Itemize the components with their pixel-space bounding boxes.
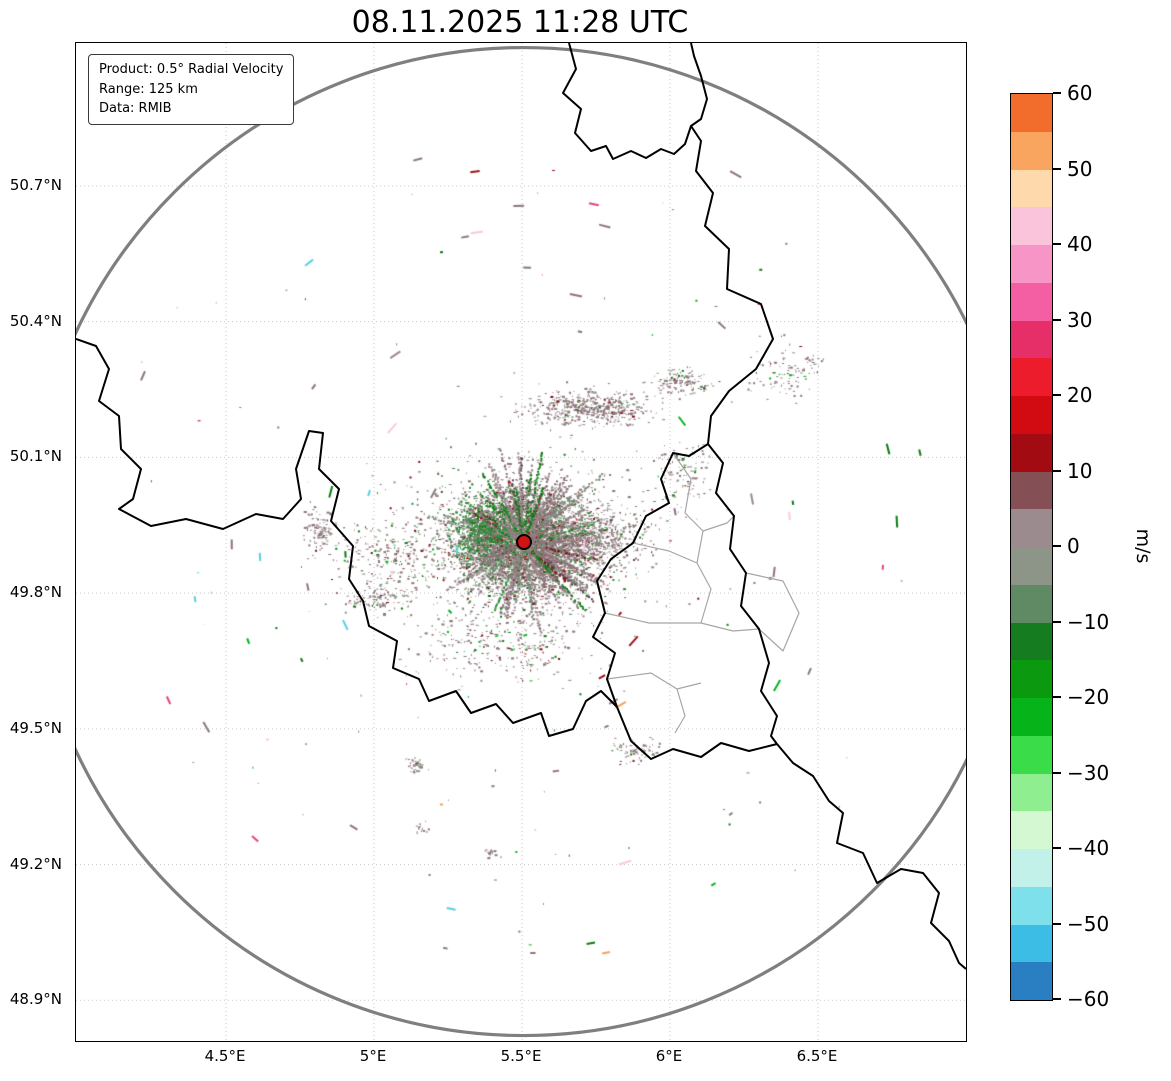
colorbar-tick-label: −40 [1067,836,1110,860]
colorbar-tick-label: 60 [1067,81,1093,105]
colorbar-segment [1011,584,1052,623]
colorbar-tick [1053,318,1061,321]
colorbar-tick-label: 20 [1067,383,1093,407]
colorbar-segment [1011,509,1052,547]
x-tick-label: 4.5°E [204,1047,246,1065]
colorbar-tick-label: 0 [1067,534,1080,558]
border-lu-de [707,443,778,745]
y-tick-label: 49.2°N [9,854,62,873]
colorbar-tick [1053,620,1061,623]
colorbar-tick [1053,771,1061,774]
colorbar-tick [1053,545,1061,547]
colorbar-tick-label: −20 [1067,685,1110,709]
colorbar-segment [1011,886,1052,925]
colorbar [1010,93,1053,1001]
colorbar-tick-label: −30 [1067,760,1110,785]
colorbar-segment [1011,245,1052,283]
product-info-box: Product: 0.5° Radial Velocity Range: 125… [88,54,295,125]
colorbar-tick [1053,696,1061,698]
colorbar-segment [1011,849,1052,887]
colorbar-segment [1011,698,1052,736]
colorbar-segment [1011,660,1052,698]
colorbar-tick-label: −50 [1067,911,1110,936]
colorbar-segment [1011,735,1052,774]
colorbar-segment [1011,924,1052,963]
border-be-de [690,125,774,445]
colorbar-tick [1053,394,1061,396]
colorbar-segment [1011,282,1052,321]
colorbar-segment [1011,131,1052,170]
y-tick-label: 50.1°N [9,447,62,466]
border-be-fr [76,338,618,737]
canton-border [700,622,760,632]
y-tick-label: 48.9°N [9,990,62,1009]
y-tick-label: 49.5°N [9,718,62,737]
colorbar-tick [1053,92,1061,94]
colorbar-tick-label: −10 [1067,609,1110,634]
colorbar-tick-label: −60 [1067,987,1110,1011]
x-tick-label: 6°E [655,1047,683,1065]
info-product: Product: 0.5° Radial Velocity [99,62,284,77]
border-lu-fr [616,706,778,760]
border-be-lu [592,443,709,708]
figure-title: 08.11.2025 11:28 UTC [351,5,689,40]
y-tick-label: 50.7°N [9,175,62,194]
canton-border [674,688,686,734]
x-tick-label: 6.5°E [796,1047,838,1065]
x-tick-label: 5.5°E [500,1047,542,1065]
colorbar-segment [1011,622,1052,661]
canton-border [745,572,800,652]
colorbar-tick [1053,167,1061,170]
colorbar-tick [1053,998,1061,1000]
colorbar-segment [1011,94,1052,132]
canton-border [672,452,704,532]
longitude-axis: 4.5°E 5°E 5.5°E 6°E 6.5°E [75,1047,965,1071]
map-borders-layer [76,43,966,970]
border-nl-be-de-north [562,43,708,160]
colorbar-segment [1011,811,1052,849]
colorbar-segment [1011,320,1052,359]
latitude-axis: 50.7°N 50.4°N 50.1°N 49.8°N 49.5°N 49.2°N 48.9… [0,42,68,1040]
colorbar-segment [1011,207,1052,245]
colorbar-segment [1011,547,1052,585]
info-range: Range: 125 km [99,81,198,97]
canton-border [632,542,698,564]
info-data-source: Data: RMIB [99,101,172,116]
colorbar-tick-label: 30 [1067,307,1093,332]
colorbar-tick [1053,922,1061,925]
canton-border [604,612,701,624]
y-tick-label: 49.8°N [9,583,62,602]
y-tick-label: 50.4°N [9,311,62,330]
colorbar-unit-label: m/s [1132,528,1154,564]
colorbar-segment [1011,169,1052,208]
colorbar-segment [1011,433,1052,472]
country-borders [76,43,966,970]
colorbar-tick-label: 50 [1067,156,1093,181]
colorbar-tick-label: 40 [1067,232,1093,256]
canton-border [702,515,735,532]
canton-border [696,530,712,624]
colorbar-segment [1011,773,1052,812]
colorbar-tick-label: 10 [1067,458,1093,483]
colorbar-segment [1011,471,1052,510]
border-fr-de [776,743,966,970]
radar-site-marker [515,533,532,550]
colorbar-tick [1053,847,1061,849]
colorbar-tick [1053,243,1061,245]
colorbar-segment [1011,962,1052,1000]
colorbar-segment [1011,358,1052,396]
colorbar-segment [1011,396,1052,434]
canton-border [606,672,702,690]
x-tick-label: 5°E [359,1047,387,1065]
admin1-borders [604,452,800,734]
colorbar-tick [1053,469,1061,472]
map-plot: Product: 0.5° Radial Velocity Range: 125… [75,42,967,1042]
